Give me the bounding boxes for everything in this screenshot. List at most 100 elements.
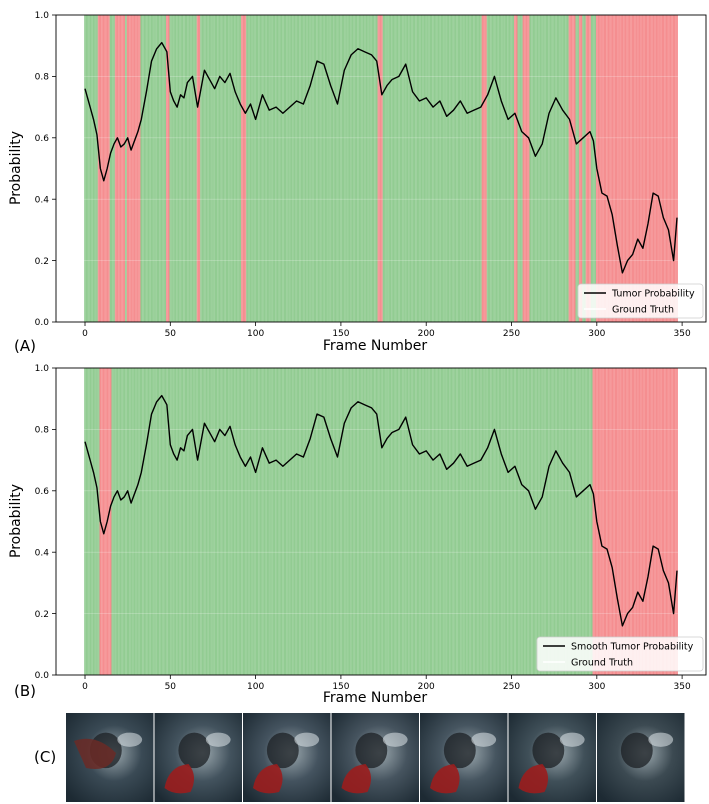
ground-truth-band bbox=[565, 15, 568, 322]
panel-label-c: (C) bbox=[34, 748, 56, 766]
ground-truth-band bbox=[536, 368, 539, 675]
ground-truth-band bbox=[561, 368, 564, 675]
light-glare bbox=[559, 732, 585, 747]
ground-truth-band bbox=[578, 368, 581, 675]
ground-truth-band bbox=[503, 15, 506, 322]
x-axis-label-a: Frame Number bbox=[323, 338, 428, 354]
ground-truth-band bbox=[340, 368, 342, 675]
x-tick-label: 50 bbox=[165, 329, 177, 339]
ground-truth-band bbox=[381, 368, 383, 675]
ground-truth-band bbox=[650, 368, 653, 675]
x-tick-label: 150 bbox=[332, 682, 349, 692]
ground-truth-band bbox=[222, 15, 225, 322]
ground-truth-band bbox=[548, 368, 550, 675]
ground-truth-band bbox=[321, 15, 324, 322]
ground-truth-band bbox=[166, 368, 168, 675]
ground-truth-band bbox=[227, 15, 230, 322]
ground-truth-band bbox=[290, 15, 293, 322]
ground-truth-band bbox=[215, 15, 218, 322]
y-axis-label-b: Probability bbox=[8, 484, 24, 558]
ground-truth-band bbox=[432, 368, 434, 675]
x-axis-label-b: Frame Number bbox=[323, 690, 428, 706]
ground-truth-band bbox=[147, 368, 150, 675]
ground-truth-band bbox=[198, 15, 201, 322]
ground-truth-band bbox=[592, 15, 595, 322]
ground-truth-band bbox=[283, 368, 286, 675]
y-tick-label: 0.8 bbox=[35, 73, 50, 83]
ground-truth-band bbox=[502, 368, 504, 675]
ground-truth-band bbox=[304, 15, 306, 322]
ground-truth-band bbox=[292, 15, 295, 322]
ground-truth-band bbox=[469, 368, 472, 675]
ground-truth-band bbox=[618, 15, 620, 322]
ground-truth-band bbox=[488, 15, 491, 322]
ground-truth-band bbox=[597, 15, 600, 322]
ground-truth-band bbox=[544, 15, 547, 322]
ground-truth-band bbox=[131, 368, 134, 675]
ground-truth-band bbox=[316, 15, 318, 322]
ground-truth-band bbox=[155, 368, 158, 675]
ground-truth-band bbox=[241, 15, 243, 322]
ground-truth-band bbox=[322, 15, 325, 322]
ground-truth-band bbox=[102, 368, 105, 675]
ground-truth-band bbox=[573, 368, 576, 675]
ground-truth-band bbox=[118, 368, 121, 675]
ground-truth-band bbox=[631, 15, 634, 322]
ground-truth-band bbox=[449, 368, 451, 675]
endoscopy-frame-1 bbox=[66, 713, 154, 802]
ground-truth-band bbox=[653, 368, 656, 675]
ground-truth-band bbox=[491, 368, 494, 675]
ground-truth-band bbox=[428, 368, 431, 675]
light-glare bbox=[294, 732, 320, 747]
ground-truth-band bbox=[406, 368, 409, 675]
ground-truth-band bbox=[491, 15, 494, 322]
ground-truth-band bbox=[372, 368, 375, 675]
ground-truth-band bbox=[459, 368, 462, 675]
ground-truth-band bbox=[138, 368, 141, 675]
ground-truth-band bbox=[108, 368, 110, 675]
ground-truth-band bbox=[537, 368, 540, 675]
ground-truth-band bbox=[333, 15, 335, 322]
ground-truth-band bbox=[363, 15, 366, 322]
ground-truth-band bbox=[623, 15, 626, 322]
ground-truth-band bbox=[461, 368, 463, 675]
ground-truth-band bbox=[645, 15, 648, 322]
ground-truth-band bbox=[193, 15, 196, 322]
x-tick-label: 350 bbox=[674, 682, 691, 692]
ground-truth-band bbox=[478, 368, 480, 675]
ground-truth-band bbox=[447, 368, 450, 675]
ground-truth-band bbox=[273, 15, 276, 322]
ground-truth-band bbox=[500, 368, 503, 675]
ground-truth-band bbox=[234, 368, 237, 675]
ground-truth-band bbox=[614, 368, 617, 675]
ground-truth-band bbox=[87, 15, 90, 322]
ground-truth-band bbox=[256, 15, 259, 322]
ground-truth-band bbox=[171, 368, 173, 675]
x-tick-label: 50 bbox=[165, 682, 177, 692]
ground-truth-band bbox=[242, 15, 245, 322]
ground-truth-band bbox=[300, 368, 303, 675]
ground-truth-band bbox=[498, 368, 501, 675]
ground-truth-band bbox=[599, 368, 602, 675]
ground-truth-band bbox=[522, 15, 525, 322]
ground-truth-band bbox=[456, 15, 458, 322]
ground-truth-band bbox=[665, 15, 668, 322]
ground-truth-band bbox=[660, 368, 663, 675]
endoscopy-frame-6 bbox=[508, 713, 596, 802]
ground-truth-band bbox=[374, 15, 376, 322]
ground-truth-band bbox=[488, 368, 491, 675]
ground-truth-band bbox=[314, 368, 317, 675]
ground-truth-band bbox=[181, 368, 184, 675]
ground-truth-band bbox=[459, 15, 462, 322]
legend-box-a bbox=[577, 283, 704, 319]
ground-truth-band bbox=[566, 368, 569, 675]
ground-truth-band bbox=[85, 15, 88, 322]
ground-truth-band bbox=[444, 15, 446, 322]
ground-truth-band bbox=[181, 15, 184, 322]
ground-truth-band bbox=[495, 15, 498, 322]
ground-truth-band bbox=[387, 15, 390, 322]
ground-truth-band bbox=[235, 368, 238, 675]
ground-truth-band bbox=[102, 15, 105, 322]
ground-truth-band bbox=[543, 368, 545, 675]
ground-truth-band bbox=[580, 15, 583, 322]
